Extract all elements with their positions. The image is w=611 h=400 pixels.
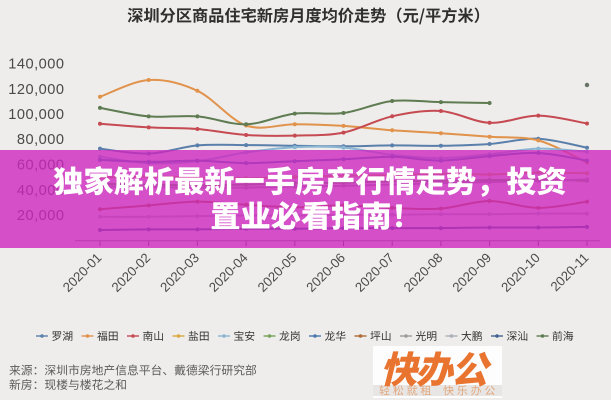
svg-text:140,000: 140,000 [8,57,64,73]
svg-text:100,000: 100,000 [8,107,64,123]
svg-text:80,000: 80,000 [17,132,65,148]
svg-text:120,000: 120,000 [8,82,64,98]
